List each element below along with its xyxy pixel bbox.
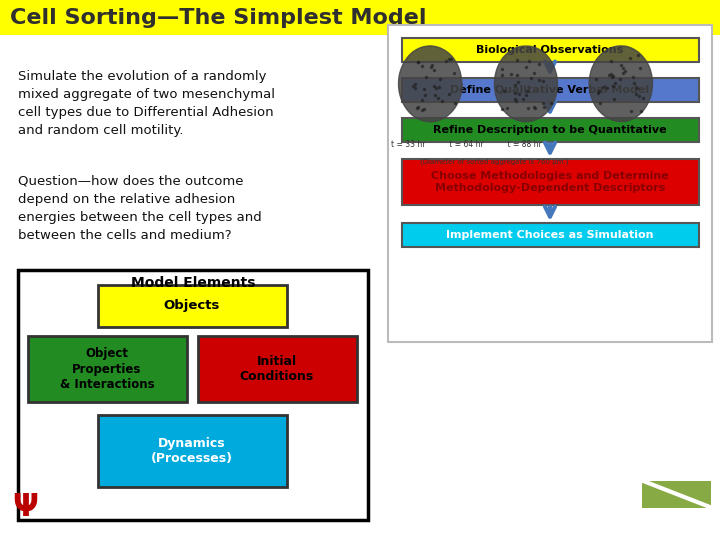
FancyBboxPatch shape (402, 38, 698, 62)
FancyBboxPatch shape (402, 118, 698, 142)
FancyBboxPatch shape (402, 223, 698, 247)
FancyBboxPatch shape (0, 0, 720, 35)
FancyBboxPatch shape (28, 336, 187, 402)
Text: Biological Observations: Biological Observations (477, 45, 624, 55)
FancyBboxPatch shape (198, 336, 357, 402)
Text: (Diameter of sorted aggregate is 760 μm.): (Diameter of sorted aggregate is 760 μm.… (420, 158, 568, 165)
Polygon shape (495, 46, 557, 122)
FancyBboxPatch shape (18, 270, 368, 520)
Text: Cell Sorting—The Simplest Model: Cell Sorting—The Simplest Model (10, 8, 426, 28)
Text: Implement Choices as Simulation: Implement Choices as Simulation (446, 230, 654, 240)
Text: Dynamics
(Processes): Dynamics (Processes) (151, 437, 233, 465)
Text: Objects: Objects (164, 300, 220, 313)
Text: Model Elements: Model Elements (131, 276, 256, 290)
FancyBboxPatch shape (98, 285, 287, 327)
Polygon shape (642, 481, 711, 508)
FancyBboxPatch shape (98, 415, 287, 487)
FancyBboxPatch shape (402, 159, 698, 205)
Text: t = 33 hr          t = 64 hr          t = 88 hr: t = 33 hr t = 64 hr t = 88 hr (391, 140, 541, 150)
Text: Choose Methodologies and Determine
Methodology-Dependent Descriptors: Choose Methodologies and Determine Metho… (431, 171, 669, 193)
Text: Define Qualitative Verbal Model: Define Qualitative Verbal Model (451, 85, 649, 95)
FancyBboxPatch shape (402, 78, 698, 102)
Text: Object
Properties
& Interactions: Object Properties & Interactions (60, 348, 154, 390)
Text: Ψ: Ψ (12, 493, 38, 522)
Text: Initial
Conditions: Initial Conditions (240, 355, 314, 383)
Text: Question—how does the outcome
depend on the relative adhesion
energies between t: Question—how does the outcome depend on … (18, 175, 262, 242)
Polygon shape (388, 25, 712, 342)
Polygon shape (589, 46, 652, 122)
Text: Simulate the evolution of a randomly
mixed aggregate of two mesenchymal
cell typ: Simulate the evolution of a randomly mix… (18, 70, 275, 137)
Text: Refine Description to be Quantitative: Refine Description to be Quantitative (433, 125, 667, 135)
Polygon shape (399, 46, 462, 122)
